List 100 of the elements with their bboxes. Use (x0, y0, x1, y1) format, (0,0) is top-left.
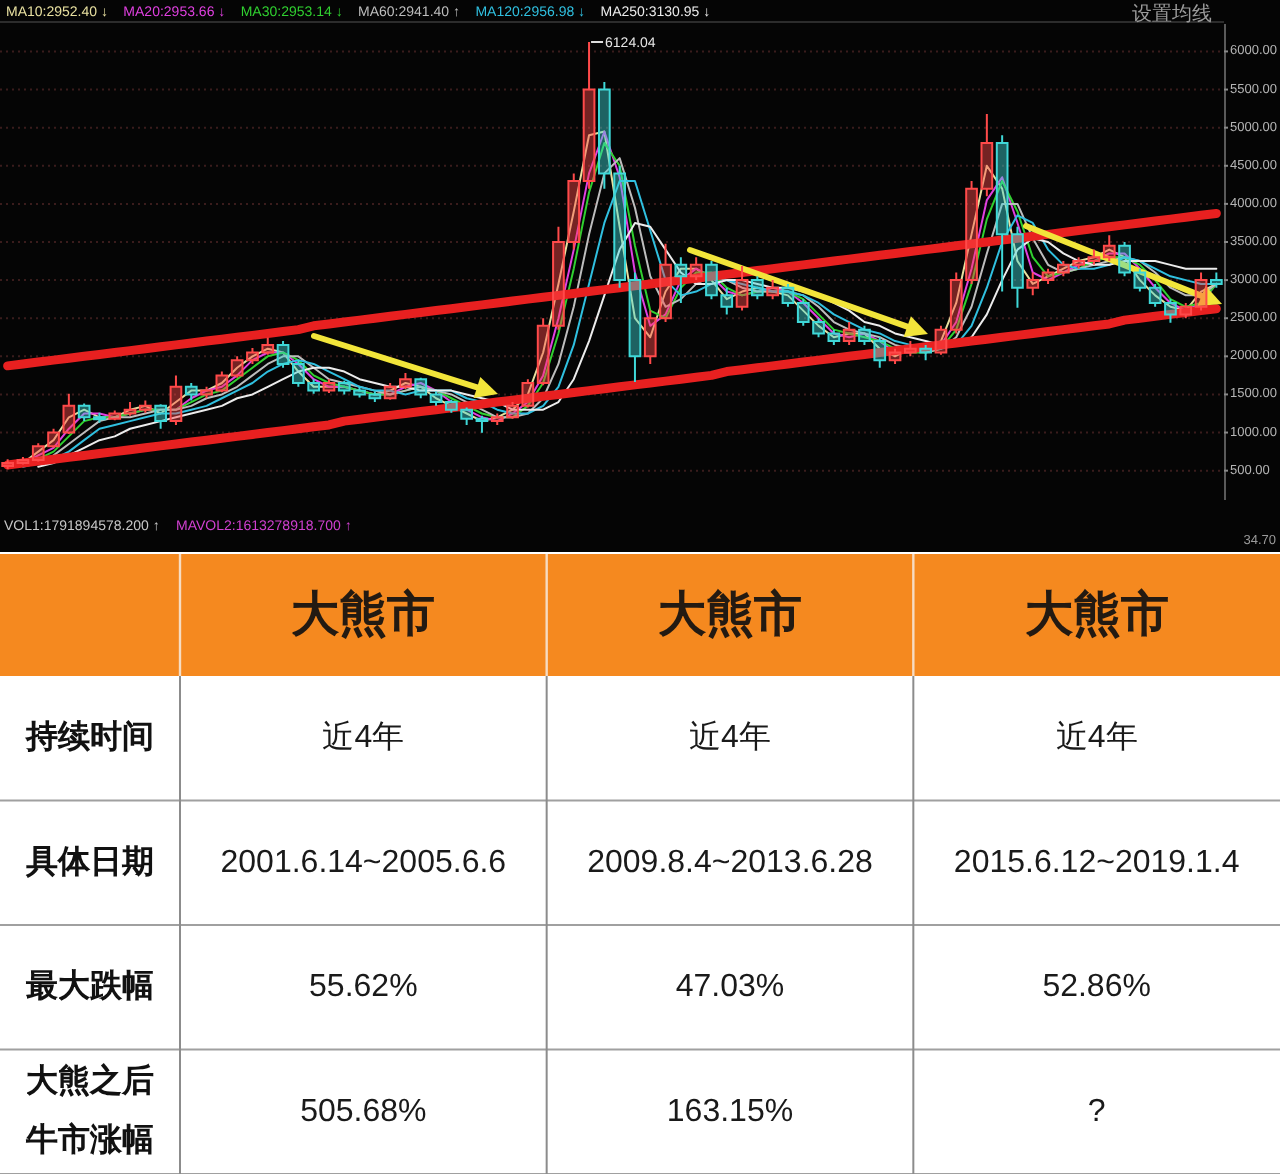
candlestick (552, 225, 565, 331)
candlestick (873, 336, 887, 369)
candlestick (138, 399, 152, 414)
candlestick (796, 298, 810, 327)
candlestick (77, 402, 91, 423)
candlestick (812, 317, 825, 339)
candlestick (781, 282, 795, 308)
candlestick (536, 317, 550, 387)
candlestick (353, 385, 366, 399)
text: 2009.8.4~2013.6.28 (587, 845, 873, 880)
line-series (3, 208, 1221, 371)
candlestick (337, 379, 351, 396)
text: 55.62% (309, 970, 418, 1005)
candlestick (598, 80, 611, 190)
candlestick (1194, 271, 1208, 312)
candlestick (383, 382, 397, 401)
candlestick (735, 264, 749, 312)
candlestick (1026, 271, 1040, 297)
candlestick (230, 355, 244, 379)
candlestick (475, 414, 489, 434)
candlestick (628, 271, 642, 383)
candlestick (123, 401, 137, 417)
candlestick (445, 398, 458, 414)
candlestick (1133, 267, 1147, 293)
annotation: 设置均线 (1132, 2, 1212, 26)
candlestick (521, 378, 535, 409)
candlestick (414, 376, 428, 400)
candlestick (766, 279, 780, 301)
candlestick (720, 286, 734, 316)
candlestick (705, 260, 718, 301)
candlestick (827, 328, 841, 346)
candlestick (888, 347, 902, 365)
candlestick (490, 412, 504, 426)
text: 2015.6.12~2019.1.4 (953, 845, 1240, 880)
candlestick (429, 390, 443, 407)
candlestick (674, 256, 688, 304)
candlestick (399, 372, 412, 391)
candlestick (1041, 267, 1055, 285)
candlestick (62, 392, 76, 436)
candlestick (751, 275, 764, 301)
text: 163.15% (666, 1094, 794, 1129)
candlestick (934, 324, 948, 356)
candlestick (904, 340, 917, 358)
candlestick (276, 340, 290, 369)
candlestick (184, 382, 198, 402)
candlestick (919, 343, 933, 362)
candlestick (842, 321, 856, 346)
text: 近4年 (1055, 721, 1138, 756)
candlestick (322, 378, 336, 394)
candlestick (1179, 301, 1193, 320)
candlestick (582, 40, 596, 190)
text: 52.86% (1042, 970, 1151, 1005)
candlestick (659, 242, 672, 324)
candlestick (1164, 298, 1177, 324)
candlestick (169, 374, 183, 426)
category-label: 持续时间 (26, 721, 154, 756)
candlestick (1056, 260, 1070, 278)
candlestick (246, 346, 259, 365)
text: 505.68% (300, 1094, 427, 1129)
candlestick (1, 458, 14, 471)
candlestick (291, 359, 305, 388)
candlestick (261, 336, 275, 356)
line-series (3, 304, 1221, 470)
candlestick (689, 256, 703, 282)
candlestick (506, 401, 519, 420)
candlestick (307, 378, 320, 395)
category-label: 大熊市 (658, 588, 802, 642)
candlestick (613, 164, 627, 289)
candlestick (567, 172, 581, 251)
category-label: 大熊市 (291, 588, 436, 642)
candlestick (16, 455, 30, 466)
candlestick (215, 370, 229, 394)
text: 近4年 (689, 721, 771, 756)
category-label: 最大跌幅 (26, 970, 154, 1005)
candlestick (858, 324, 871, 346)
candlestick (200, 385, 213, 400)
candlestick (995, 134, 1009, 293)
candlestick (31, 442, 45, 463)
candlestick (93, 411, 106, 424)
candlestick (1072, 256, 1086, 270)
text: 47.03% (675, 970, 785, 1005)
text: ? (1087, 1094, 1106, 1129)
candlestick (1102, 234, 1116, 263)
candlestick (154, 403, 167, 430)
candlestick (368, 390, 382, 404)
category-label: 大熊之后牛市涨幅 (26, 1065, 154, 1159)
category-label: 具体日期 (26, 845, 154, 880)
candlestick (1011, 225, 1024, 309)
candlestick (460, 406, 473, 426)
candlestick (949, 271, 963, 335)
candlestick (1087, 248, 1101, 266)
line-series (37, 221, 1218, 468)
candlestick (965, 180, 978, 285)
candlestick (1148, 282, 1162, 308)
candlestick (1118, 240, 1131, 278)
candlestick (643, 309, 657, 365)
candlestick (108, 409, 122, 422)
candlestick (47, 427, 60, 449)
text: 2001.6.14~2005.6.6 (220, 845, 507, 880)
category-label: 大熊市 (1024, 588, 1169, 642)
